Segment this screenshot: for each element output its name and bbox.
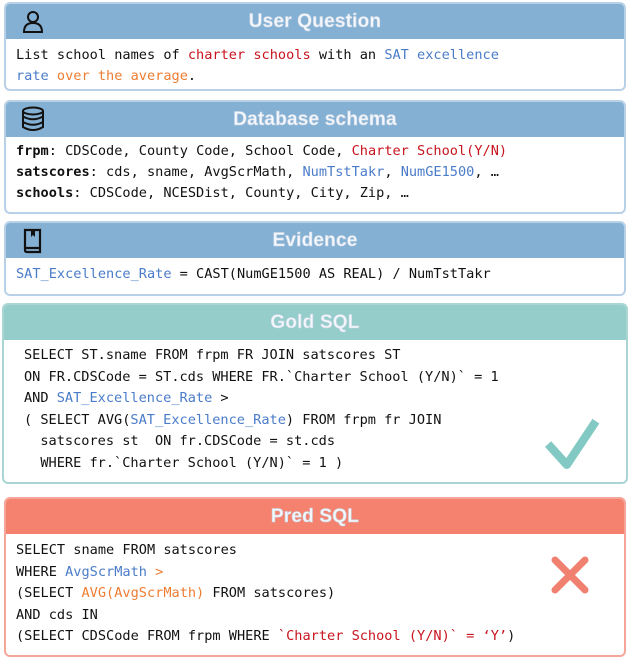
text-segment: over the average [48, 68, 188, 84]
text-segment: (SELECT [16, 585, 82, 601]
user-question-panel: User Question List school names of chart… [4, 2, 626, 91]
text-segment: : CDSCode, County Code, School Code, [48, 143, 352, 159]
text-segment: with an [310, 47, 385, 63]
text-line: frpm: CDSCode, County Code, School Code,… [16, 141, 614, 162]
text-segment: AND cds IN [16, 606, 98, 623]
text-line: ( SELECT AVG(SAT_Excellence_Rate) FROM f… [24, 410, 606, 432]
text-segment: NumTstTakr [302, 164, 385, 180]
schema-text: frpm: CDSCode, County Code, School Code,… [6, 137, 624, 210]
text-line: AND cds IN [16, 605, 614, 627]
text-line: satscores: cds, sname, AvgScrMath, NumTs… [16, 162, 614, 183]
text-line: satscores st ON fr.CDSCode = st.cds [24, 431, 606, 453]
text-segment: : cds, sname, AvgScrMath, [89, 164, 303, 180]
text-segment: AvgScrMath [65, 563, 147, 580]
text-segment: satscores st ON fr.CDSCode = st.cds [24, 433, 335, 449]
user-question-header: User Question [6, 4, 624, 39]
evidence-panel: Evidence SAT_Excellence_Rate = CAST(NumG… [4, 221, 626, 296]
text-segment: WHERE [16, 563, 66, 580]
cross-icon [551, 556, 589, 594]
text-segment: charter schools [187, 47, 311, 63]
text-segment: satscores [16, 164, 90, 180]
text-segment: SAT_Excellence_Rate [130, 411, 286, 428]
panel-title: User Question [248, 10, 382, 32]
text-segment: `Charter School (Y/N)` = ‘Y’ [277, 628, 508, 644]
text-segment: ) FROM frpm fr JOIN [285, 411, 442, 428]
text-segment: . [187, 68, 197, 84]
text-segment: SAT_Excellence_Rate [16, 266, 172, 282]
panel-title: Gold SQL [270, 311, 360, 333]
evidence-header: Evidence [6, 223, 624, 258]
text-line: SELECT sname FROM satscores [16, 540, 614, 562]
text-segment: SAT_Excellence_Rate [56, 390, 213, 406]
text-segment: ) [507, 628, 516, 644]
evidence-text: SAT_Excellence_Rate = CAST(NumGE1500 AS … [6, 258, 624, 291]
text-line: ON FR.CDSCode = ST.cds WHERE FR.`Charter… [24, 367, 606, 389]
text-segment: (SELECT CDSCode FROM frpm WHERE [16, 628, 278, 644]
text-line: WHERE AvgScrMath > [16, 562, 614, 584]
user-icon [22, 11, 44, 33]
database-icon [22, 106, 44, 131]
text-segment: WHERE fr.`Charter School (Y/N)` = 1 ) [24, 454, 344, 471]
text-segment: frpm [16, 143, 49, 159]
schema-header: Database schema [6, 102, 624, 137]
text-segment: schools [16, 185, 74, 201]
pred-sql-code: SELECT sname FROM satscores WHERE AvgScrM… [6, 534, 624, 654]
pred-sql-header: Pred SQL [6, 499, 624, 534]
text-segment: List school names of [16, 47, 188, 63]
text-segment: SAT excellence [384, 47, 499, 63]
gold-sql-code: SELECT ST.sname FROM frpm FR JOIN satsco… [4, 340, 626, 479]
panel-title: Database schema [233, 108, 397, 130]
question-text: List school names of charter schools wit… [6, 39, 624, 89]
text-line: WHERE fr.`Charter School (Y/N)` = 1 ) [24, 453, 606, 475]
text-segment: > [146, 563, 164, 580]
gold-sql-panel: Gold SQL SELECT ST.sname FROM frpm FR JO… [2, 303, 628, 484]
text-segment: > [212, 390, 229, 406]
text-line: (SELECT CDSCode FROM frpm WHERE `Charter… [16, 626, 614, 648]
text-segment: = CAST(NumGE1500 AS REAL) / NumTstTakr [171, 266, 491, 282]
pred-sql-panel: Pred SQL SELECT sname FROM satscores WHER… [4, 497, 626, 657]
text-segment: SELECT ST.sname FROM frpm FR JOIN satsco… [24, 347, 401, 363]
text-line: SELECT ST.sname FROM frpm FR JOIN satsco… [24, 345, 606, 367]
text-line: (SELECT AVG(AvgScrMath) FROM satscores) [16, 583, 614, 605]
text-segment: AND [24, 390, 57, 406]
panel-title: Evidence [272, 229, 358, 251]
text-segment: : CDSCode, NCESDist, County, City, Zip, … [73, 185, 409, 201]
text-line: AND SAT_Excellence_Rate > [24, 388, 606, 410]
database-schema-panel: Database schema frpm: CDSCode, County Co… [4, 100, 626, 214]
text-segment: ON FR.CDSCode = ST.cds WHERE FR.`Charter… [24, 368, 499, 385]
gold-sql-header: Gold SQL [4, 305, 626, 340]
text-segment: ( SELECT AVG( [24, 411, 131, 428]
text-segment: Charter School(Y/N) [351, 143, 508, 159]
text-line: schools: CDSCode, NCESDist, County, City… [16, 183, 614, 204]
text-segment: NumGE1500 [400, 164, 475, 180]
text-line: rate over the average. [16, 66, 614, 87]
text-segment: FROM satscores) [204, 585, 336, 601]
text-segment: SELECT sname FROM satscores [16, 542, 237, 558]
text-segment: , [384, 164, 401, 180]
text-segment: rate [16, 68, 49, 84]
text-segment: AVG(AvgScrMath) [81, 585, 205, 601]
book-icon [23, 228, 42, 254]
checkmark-icon [544, 418, 600, 469]
text-line: SAT_Excellence_Rate = CAST(NumGE1500 AS … [16, 264, 614, 285]
panel-title: Pred SQL [270, 505, 360, 527]
text-line: List school names of charter schools wit… [16, 45, 614, 66]
text-segment: , … [474, 164, 499, 180]
